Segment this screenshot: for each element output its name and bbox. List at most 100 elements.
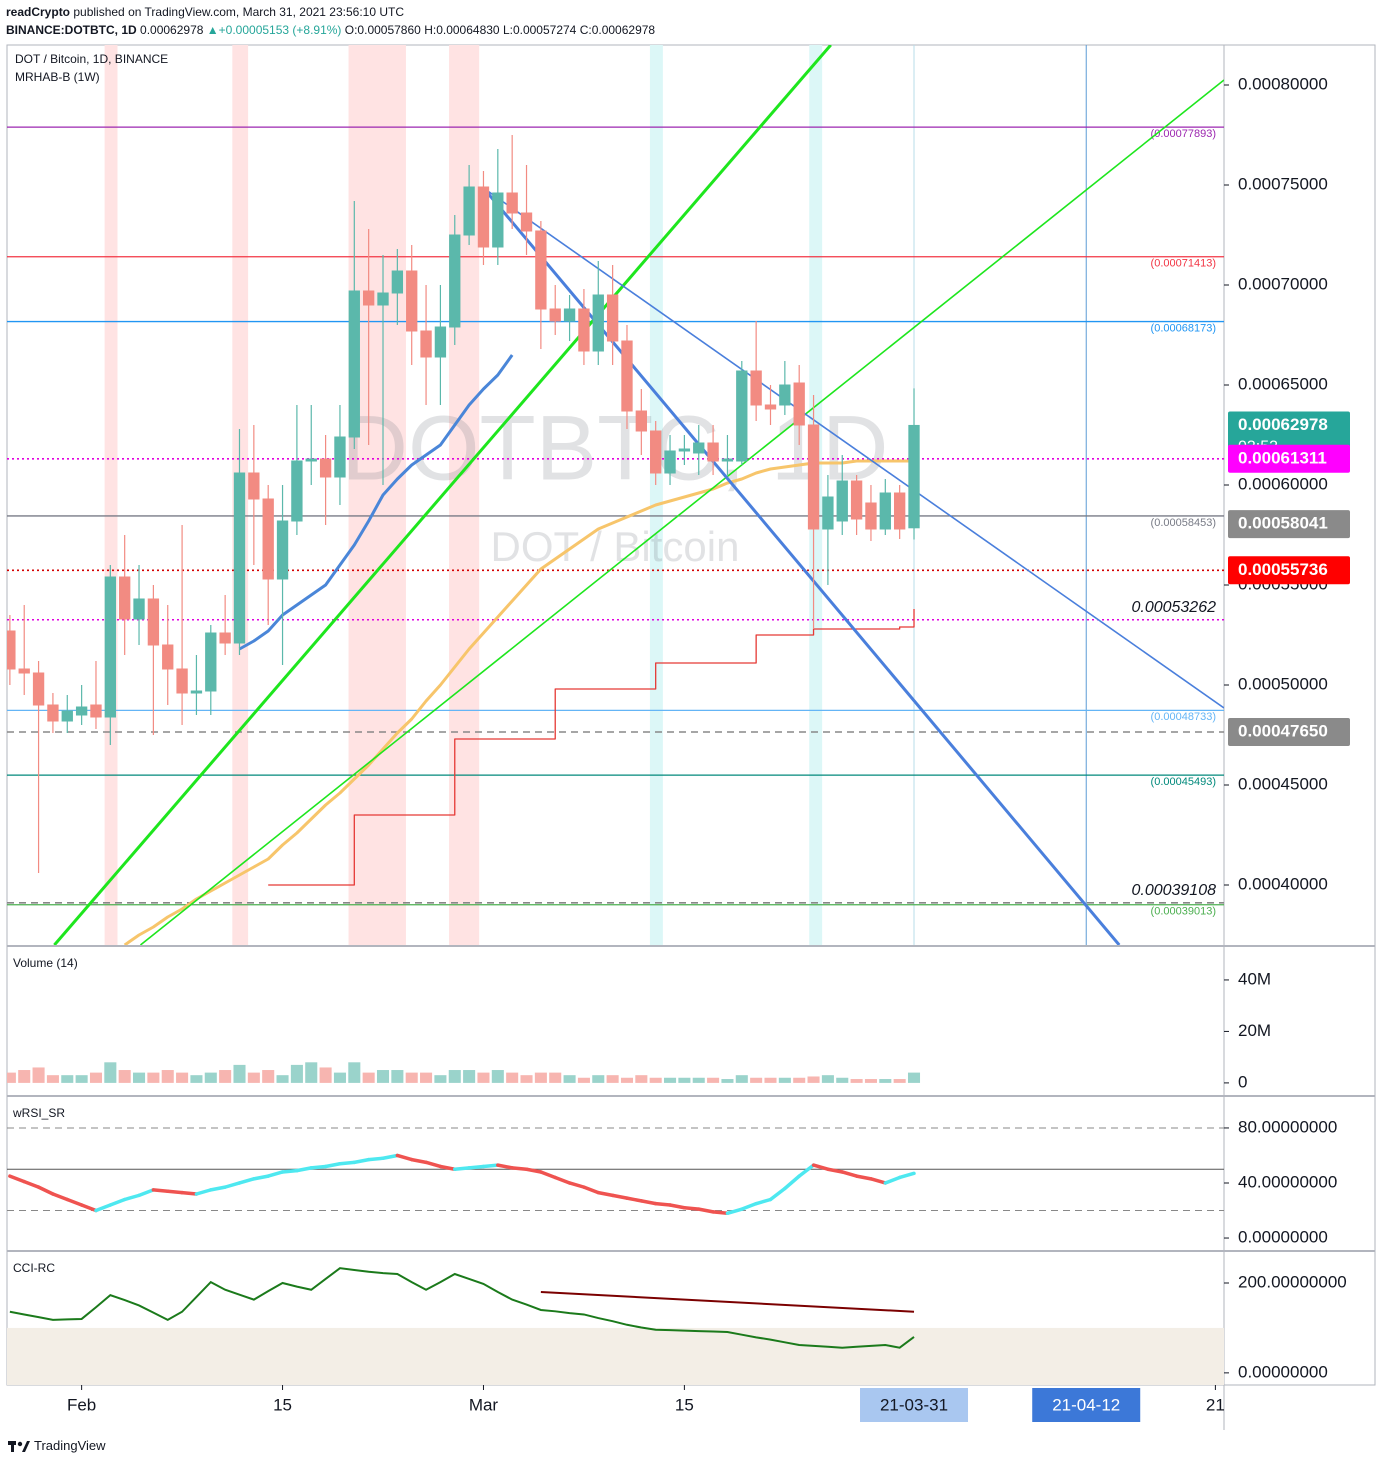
zone xyxy=(7,1327,1224,1385)
volume-bar xyxy=(333,1072,346,1083)
candle-body xyxy=(47,704,59,722)
volume-bar xyxy=(836,1077,849,1083)
candle-body xyxy=(563,308,576,322)
volume-bar xyxy=(448,1070,461,1083)
indicator-segment xyxy=(295,1166,313,1173)
candle-body xyxy=(736,370,748,462)
level-label: 0.00039108 xyxy=(1131,882,1216,899)
price-badge xyxy=(1228,556,1350,585)
volume-bar xyxy=(821,1075,834,1083)
candle-body xyxy=(650,430,662,474)
candle-body xyxy=(319,458,332,478)
volume-bar xyxy=(592,1075,605,1083)
candle-body xyxy=(578,308,590,352)
indicator-line xyxy=(238,354,514,651)
volume-bar xyxy=(750,1077,763,1083)
indicator-segment xyxy=(381,1153,400,1160)
indicator-segment xyxy=(481,1163,500,1169)
indicator-segment xyxy=(137,1188,156,1198)
change: +0.00005153 (+8.91%) xyxy=(218,23,342,37)
candle-body xyxy=(420,330,432,358)
volume-bar xyxy=(247,1072,260,1083)
volume-bar xyxy=(420,1072,433,1083)
level-label: (0.00045493) xyxy=(1151,776,1216,788)
level-label: 0.00053262 xyxy=(1131,599,1216,616)
indicator-segment xyxy=(65,1197,84,1207)
candle-body xyxy=(348,290,360,438)
volume-bar xyxy=(506,1072,519,1083)
y-tick-label: 80.00000000 xyxy=(1238,1117,1337,1136)
pane xyxy=(7,1267,1224,1385)
candle-body xyxy=(291,460,303,522)
y-tick-label: 0.00060000 xyxy=(1238,474,1328,493)
volume-bar xyxy=(89,1072,103,1083)
volume-bar xyxy=(434,1075,447,1083)
x-tick-label: 21 xyxy=(1206,1395,1225,1414)
y-tick-label: 0.00080000 xyxy=(1238,74,1328,93)
candle-body xyxy=(492,192,504,248)
candle-body xyxy=(305,458,317,462)
last: 0.00062978 xyxy=(140,23,204,37)
volume-bar xyxy=(133,1072,146,1083)
x-tick-label: Mar xyxy=(469,1395,499,1414)
price-badge-label: 0.00047650 xyxy=(1238,721,1328,740)
candle-body xyxy=(119,576,131,620)
indicator-segment xyxy=(553,1175,572,1185)
indicator-segment xyxy=(209,1185,227,1192)
indicator-segment xyxy=(366,1156,385,1162)
candle-body xyxy=(219,632,231,644)
volume-bar xyxy=(563,1075,576,1083)
volume-bar xyxy=(534,1072,547,1083)
candle-body xyxy=(262,498,274,580)
candle-body xyxy=(477,186,490,248)
indicator-segment xyxy=(510,1166,529,1171)
y-tick-label: 0.00000000 xyxy=(1238,1228,1328,1247)
indicator-segment xyxy=(740,1201,758,1211)
candle-body xyxy=(391,270,404,294)
volume-bar xyxy=(764,1077,777,1083)
indicator-segment xyxy=(223,1181,242,1189)
y-tick-label: 0.00075000 xyxy=(1238,174,1328,193)
y-tick-label: 0.00040000 xyxy=(1238,874,1328,893)
y-tick-label: 0 xyxy=(1238,1072,1247,1091)
x-tick-label: 15 xyxy=(675,1395,694,1414)
ohlc-high: H:0.00064830 xyxy=(424,23,500,37)
price-badge-label: 0.00061311 xyxy=(1238,448,1327,467)
volume-bar xyxy=(104,1062,117,1083)
candle-body xyxy=(61,710,73,722)
indicator-segment xyxy=(625,1196,644,1203)
candle-body xyxy=(133,598,145,620)
candle-body xyxy=(334,436,346,478)
time-badge xyxy=(1032,1388,1141,1422)
y-tick-label: 200.00000000 xyxy=(1238,1272,1347,1291)
level-label: (0.00048733) xyxy=(1151,711,1216,723)
header-line-1: readCrypto published on TradingView.com,… xyxy=(6,3,655,21)
indicator-segment xyxy=(783,1174,801,1191)
candle-body xyxy=(162,644,174,670)
indicator-segment xyxy=(165,1189,184,1195)
candle-body xyxy=(75,706,88,716)
volume-bar xyxy=(176,1072,189,1083)
indicator-segment xyxy=(596,1190,615,1198)
chart-subtitle: MRHAB-B (1W) xyxy=(15,70,100,84)
indicator-segment xyxy=(524,1167,543,1174)
candle-body xyxy=(606,294,619,342)
pane-title: wRSI_SR xyxy=(12,1106,65,1120)
volume-bar xyxy=(305,1062,318,1083)
x-tick-label: Feb xyxy=(67,1395,96,1414)
price-badge-label: 0.00062978 xyxy=(1238,415,1328,434)
volume-bar xyxy=(46,1075,59,1083)
indicator-segment xyxy=(438,1164,457,1171)
volume-bar xyxy=(391,1070,404,1083)
candle-body xyxy=(664,450,676,474)
volume-bar xyxy=(692,1077,705,1083)
volume-bar xyxy=(405,1072,418,1083)
level-label: (0.00077893) xyxy=(1151,128,1216,140)
volume-bar xyxy=(147,1072,160,1083)
candle-body xyxy=(233,472,246,644)
volume-bar xyxy=(778,1077,791,1083)
level-label: (0.00058453) xyxy=(1151,517,1216,529)
indicator-segment xyxy=(668,1203,687,1210)
